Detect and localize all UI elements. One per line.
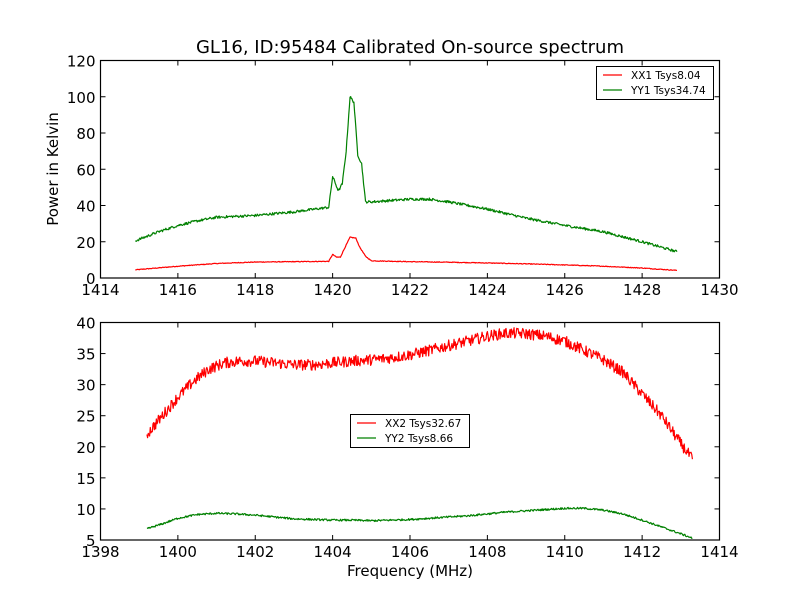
x-tick-label: 1418 [236, 281, 274, 299]
legend-box [596, 66, 714, 100]
y-tick-label: 30 [76, 377, 95, 395]
legend-label-yy1: YY1 Tsys34.74 [630, 85, 706, 97]
legend-label-yy2: YY2 Tsys8.66 [384, 433, 453, 445]
y-tick-label: 5 [86, 532, 96, 550]
x-tick-label: 1426 [546, 281, 584, 299]
y-tick-label: 10 [76, 501, 95, 519]
x-tick-label: 1424 [468, 281, 506, 299]
top-legend: XX1 Tsys8.04 YY1 Tsys34.74 [596, 66, 714, 100]
legend-label-xx2: XX2 Tsys32.67 [385, 418, 461, 430]
top-axis-ticks: 1414 1416 1418 1420 1422 1424 1426 1428 1430 0 20 4… [67, 53, 739, 300]
x-tick-label: 1402 [236, 543, 274, 561]
x-axis-label: Frequency (MHz) [347, 562, 473, 580]
x-tick-label: 1420 [314, 281, 352, 299]
bottom-legend: XX2 Tsys32.67 YY2 Tsys8.66 [350, 414, 470, 448]
y-tick-label: 20 [76, 439, 95, 457]
y-tick-label: 0 [86, 270, 96, 288]
series-line-yy1 [134, 96, 678, 253]
x-tick-label: 1412 [623, 543, 661, 561]
y-axis-label: Power in Kelvin [44, 112, 62, 226]
y-tick-label: 25 [76, 408, 95, 426]
legend-label-xx1: XX1 Tsys8.04 [631, 70, 701, 82]
y-tick-label: 100 [67, 89, 96, 107]
y-tick-label: 120 [67, 53, 96, 71]
x-tick-label: 1398 [81, 543, 119, 561]
y-tick-label: 80 [76, 125, 95, 143]
x-tick-label: 1410 [546, 543, 584, 561]
legend-box [350, 414, 470, 448]
series-line-xx1 [135, 236, 677, 272]
series-line-yy2 [146, 506, 693, 539]
series-line-xx2 [146, 327, 694, 460]
x-tick-label: 1428 [623, 281, 661, 299]
x-tick-label: 1406 [391, 543, 429, 561]
y-tick-label: 20 [76, 234, 95, 252]
x-tick-label: 1422 [391, 281, 429, 299]
chart-title: GL16, ID:95484 Calibrated On-source spec… [196, 37, 624, 58]
y-tick-label: 40 [76, 315, 95, 333]
y-tick-label: 40 [76, 198, 95, 216]
x-tick-label: 1414 [700, 543, 738, 561]
y-tick-label: 35 [76, 346, 95, 364]
top-axes-frame [99, 59, 721, 279]
x-tick-label: 1404 [314, 543, 352, 561]
y-tick-label: 60 [76, 161, 95, 179]
x-tick-label: 1414 [81, 281, 119, 299]
bottom-axes-frame [99, 321, 721, 541]
x-tick-label: 1400 [159, 543, 197, 561]
bottom-subplot: Frequency (MHz) 1398 1400 1402 1404 1406 1408… [76, 315, 738, 581]
bottom-plot-lines [146, 327, 694, 539]
x-tick-label: 1408 [468, 543, 506, 561]
x-tick-label: 1416 [159, 281, 197, 299]
y-tick-label: 15 [76, 470, 95, 488]
x-tick-label: 1430 [700, 281, 738, 299]
top-plot-lines [134, 96, 678, 272]
top-subplot: GL16, ID:95484 Calibrated On-source spec… [44, 37, 739, 299]
